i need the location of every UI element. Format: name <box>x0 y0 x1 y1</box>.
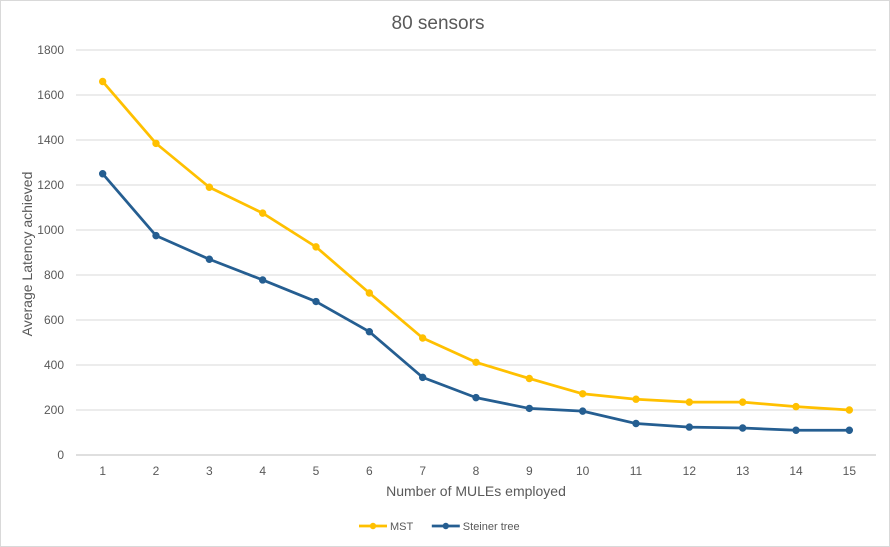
y-tick-label: 1400 <box>37 133 64 147</box>
x-tick-label: 13 <box>736 464 750 478</box>
y-tick-label: 600 <box>44 313 64 327</box>
x-tick-label: 8 <box>473 464 480 478</box>
x-tick-label: 15 <box>843 464 857 478</box>
data-point <box>258 209 267 217</box>
x-tick-label: 1 <box>99 464 106 478</box>
data-point <box>418 373 427 382</box>
data-point <box>525 404 534 413</box>
y-axis-title: Average Latency achieved <box>19 172 35 337</box>
data-point <box>205 183 214 191</box>
x-tick-label: 3 <box>206 464 213 478</box>
data-point <box>738 424 747 432</box>
data-point <box>738 398 747 406</box>
data-point <box>258 276 267 284</box>
y-tick-label: 0 <box>57 448 64 462</box>
data-point <box>472 358 480 366</box>
legend-item: MST <box>359 521 414 533</box>
data-point <box>418 334 427 342</box>
legend-label: Steiner tree <box>463 521 520 533</box>
x-tick-label: 9 <box>526 464 533 478</box>
x-tick-label: 5 <box>313 464 320 478</box>
legend-swatch-marker <box>369 522 377 530</box>
y-tick-label: 800 <box>44 268 64 282</box>
data-point <box>312 243 320 251</box>
data-point <box>845 406 854 414</box>
data-point <box>632 395 640 403</box>
x-tick-label: 7 <box>419 464 426 478</box>
legend: MST Steiner tree <box>359 521 520 533</box>
legend-label: MST <box>390 521 414 533</box>
data-point <box>578 390 587 398</box>
y-tick-label: 1600 <box>37 88 64 102</box>
x-tick-label: 14 <box>789 464 803 478</box>
data-point <box>312 297 320 306</box>
data-point <box>472 393 480 402</box>
data-point <box>98 77 107 86</box>
y-tick-label: 1800 <box>37 43 64 57</box>
chart-title: 80 sensors <box>392 13 485 34</box>
series-steiner-tree <box>98 170 854 434</box>
x-tick-label: 4 <box>259 464 266 478</box>
series-line <box>101 172 851 432</box>
data-point <box>685 423 694 431</box>
data-point <box>525 374 534 383</box>
x-tick-label: 11 <box>630 464 643 478</box>
x-tick-label: 2 <box>153 464 160 478</box>
legend-item: Steiner tree <box>431 521 520 533</box>
x-axis-title: Number of MULEs employed <box>386 483 566 499</box>
x-axis-ticks: 1 2 3 4 5 6 7 8 9 10 11 12 13 14 15 <box>99 464 856 478</box>
data-point <box>365 328 374 336</box>
data-point <box>792 402 800 411</box>
data-point <box>792 426 800 434</box>
legend-swatch-marker <box>442 522 449 530</box>
data-point <box>578 407 587 415</box>
y-tick-label: 200 <box>44 403 64 417</box>
series-layer <box>98 77 854 434</box>
data-point <box>98 170 107 178</box>
y-tick-label: 1000 <box>37 223 64 237</box>
data-point <box>632 419 640 428</box>
series-mst <box>98 77 854 414</box>
data-point <box>685 398 694 406</box>
x-tick-label: 6 <box>366 464 373 478</box>
data-point <box>152 231 160 240</box>
data-point <box>845 426 854 434</box>
y-axis-ticks: 0 200 400 600 800 1000 1200 1400 1600 1800 <box>37 43 64 462</box>
x-tick-label: 10 <box>576 464 590 478</box>
data-point <box>205 255 214 263</box>
y-tick-label: 400 <box>44 358 64 372</box>
data-point <box>152 139 160 148</box>
x-tick-label: 12 <box>683 464 697 478</box>
data-point <box>365 289 374 297</box>
y-tick-label: 1200 <box>37 178 64 192</box>
